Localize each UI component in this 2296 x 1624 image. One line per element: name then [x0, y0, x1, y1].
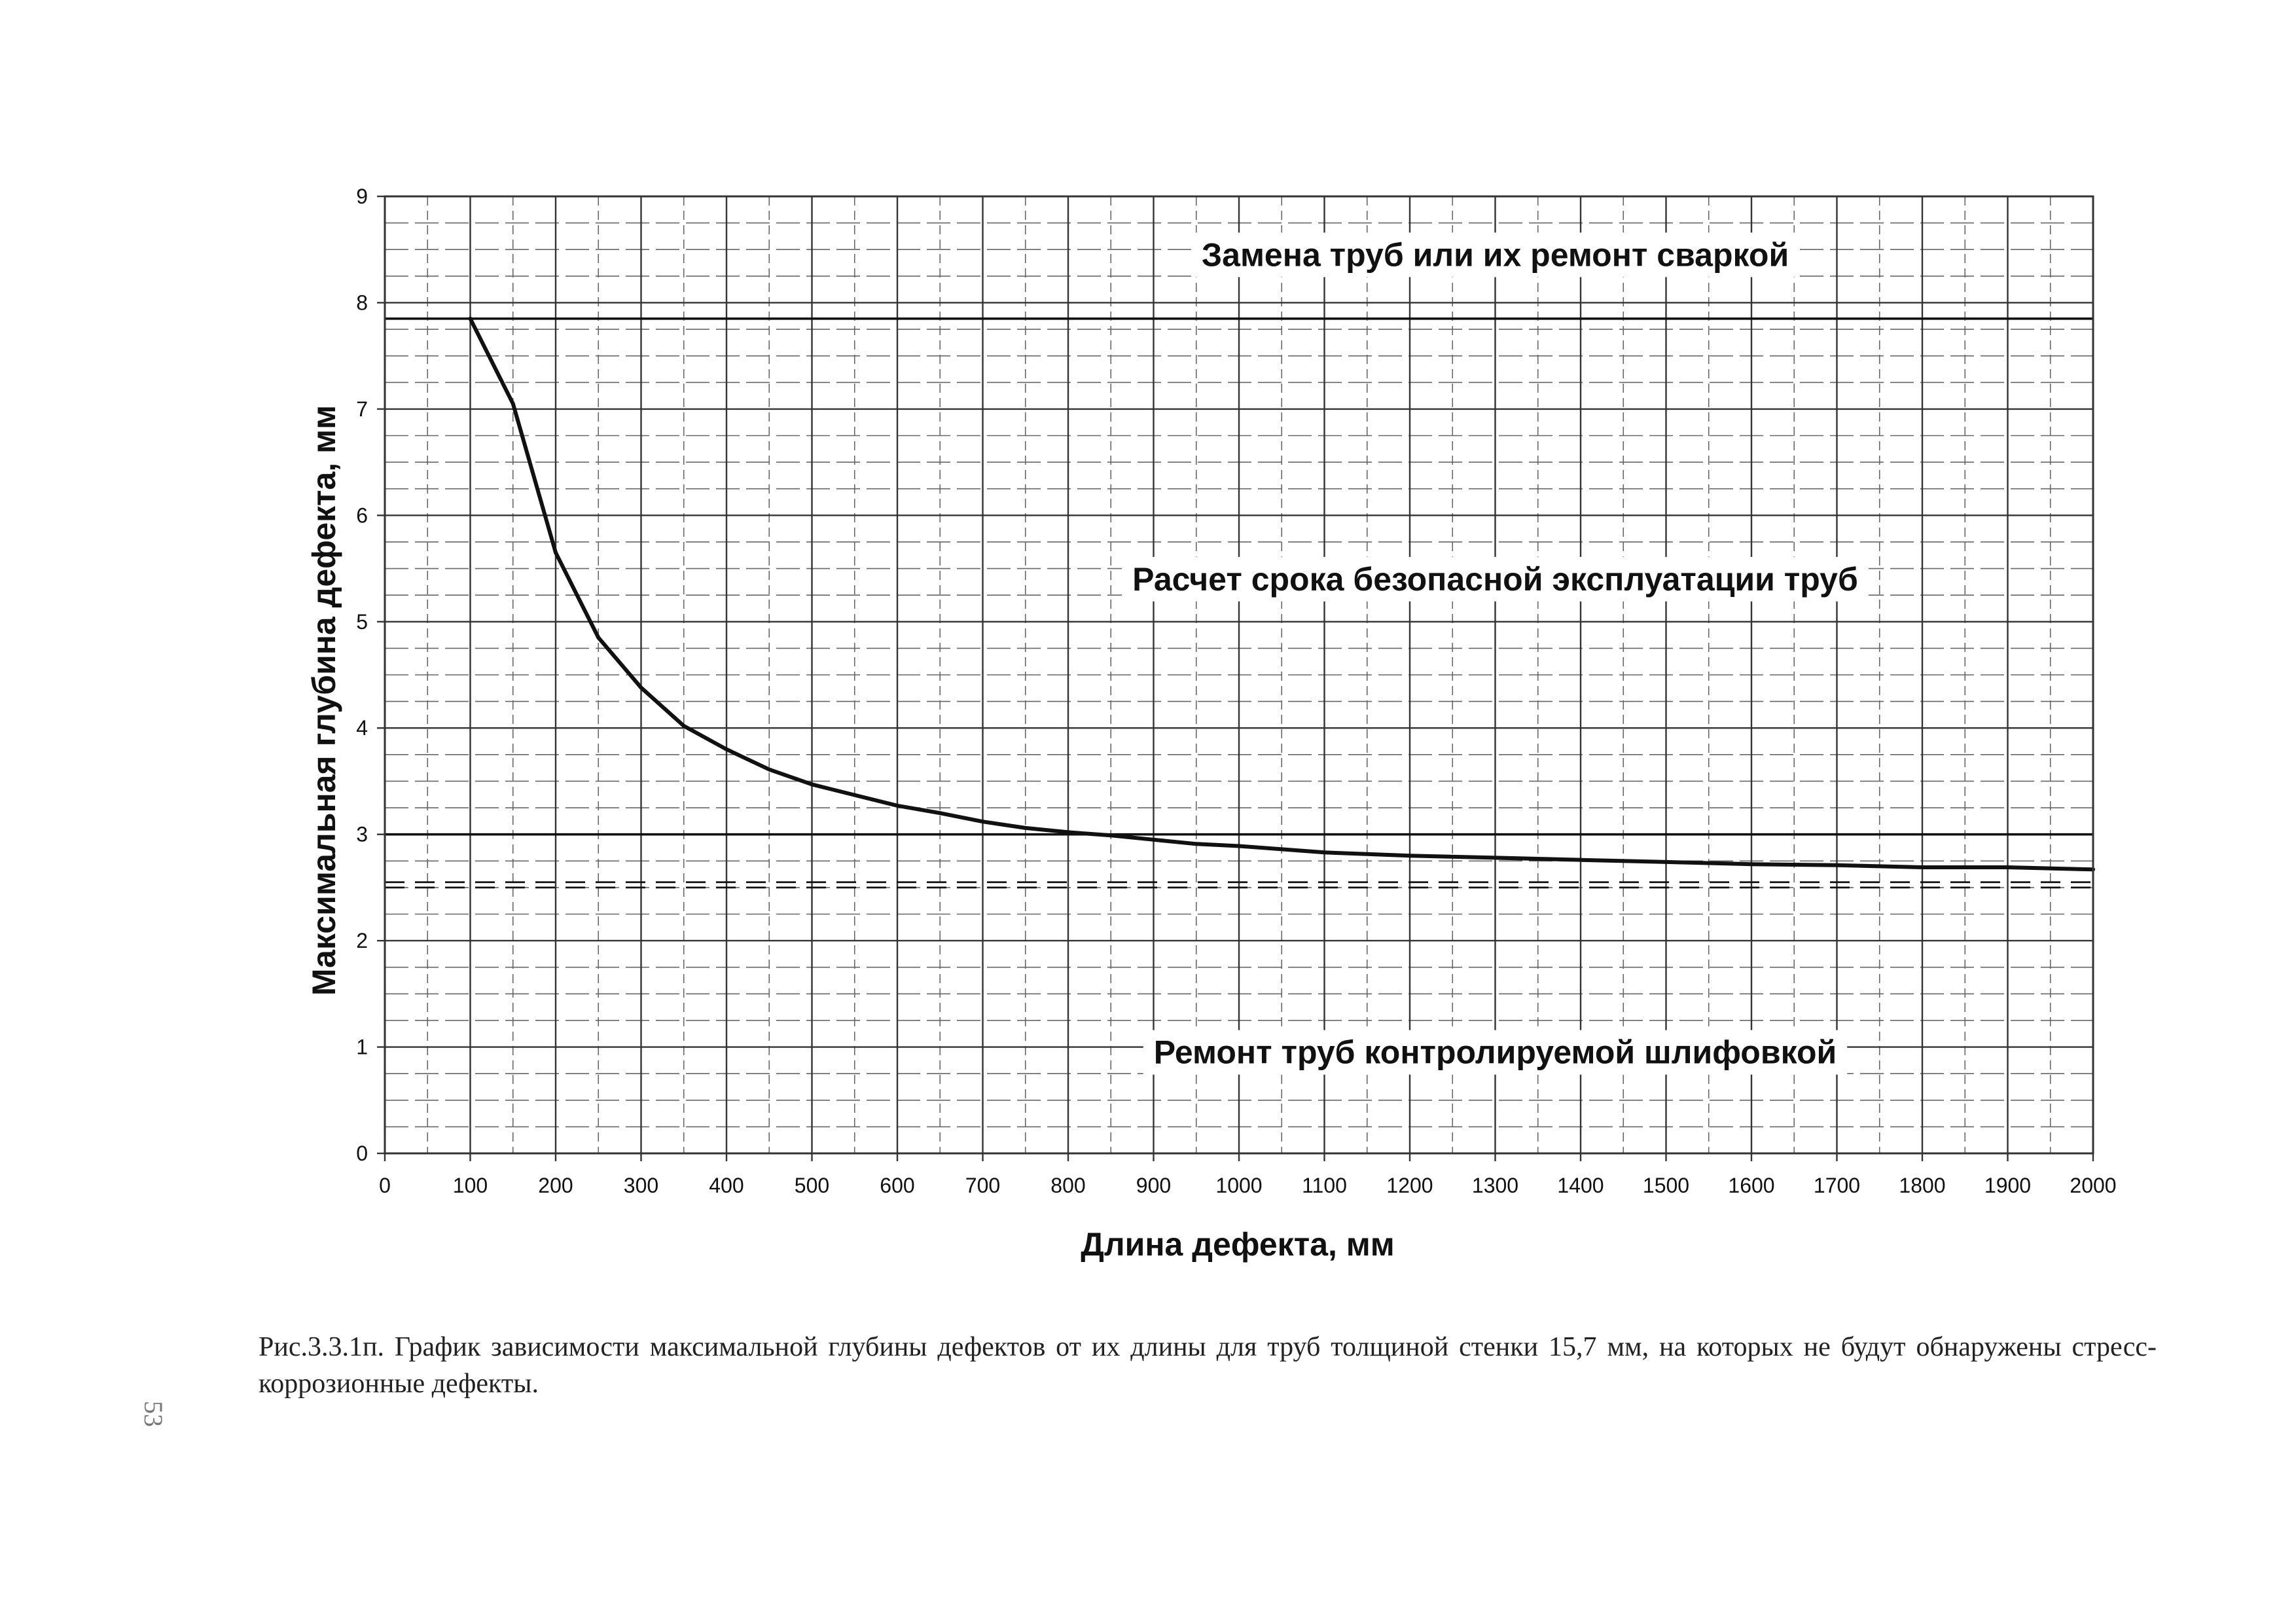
series-point: [1066, 830, 1070, 835]
x-axis-label: Длина дефекта, мм: [1081, 1226, 1395, 1263]
x-tick-label: 800: [1050, 1174, 1085, 1197]
series-point: [1023, 825, 1028, 830]
x-tick-label: 1400: [1557, 1174, 1604, 1197]
series-point: [596, 636, 601, 640]
series-layer: [468, 316, 2095, 872]
series-point: [725, 747, 728, 751]
series-point: [468, 316, 473, 321]
x-tick-label: 700: [965, 1174, 1000, 1197]
series-point: [938, 811, 942, 816]
annotations: Замена труб или их ремонт сваркой Расчет …: [1132, 236, 1858, 1070]
axes: [377, 195, 2094, 1161]
series-point: [1151, 837, 1156, 842]
x-tick-labels: 0 100 200 300 400 500 600 700 800 900 1000 1100 1200…: [379, 1174, 2116, 1197]
series-point: [2005, 865, 2010, 870]
x-tick-label: 500: [795, 1174, 829, 1197]
series-point: [1109, 833, 1113, 838]
series-point: [852, 793, 857, 797]
annotation-background: [1191, 232, 1800, 278]
x-tick-label: 2000: [2070, 1174, 2116, 1197]
series-point: [1237, 844, 1241, 848]
series-point: [767, 767, 772, 772]
x-tick-label: 1300: [1472, 1174, 1518, 1197]
series-point: [980, 820, 985, 824]
reference-lines: [385, 317, 2093, 889]
annotation-background: [1143, 1030, 1848, 1075]
y-tick-label: 7: [356, 397, 368, 421]
y-tick-label: 3: [356, 823, 368, 846]
x-tick-label: 400: [709, 1174, 744, 1197]
page-number: 53: [139, 1401, 168, 1427]
series-point: [681, 723, 686, 728]
y-tick-label: 6: [356, 503, 368, 527]
x-tick-label: 0: [379, 1174, 391, 1197]
series-point: [810, 782, 814, 787]
series-point: [1408, 854, 1412, 858]
x-tick-label: 900: [1136, 1174, 1171, 1197]
annotation-background: [1122, 556, 1869, 602]
y-tick-label: 2: [356, 929, 368, 952]
series-point: [1322, 850, 1327, 855]
x-tick-label: 1900: [1984, 1174, 2031, 1197]
y-tick-label: 5: [356, 610, 368, 634]
major-grid: [385, 196, 2093, 1153]
x-tick-label: 1000: [1215, 1174, 1262, 1197]
series-point: [554, 550, 558, 555]
series-point: [511, 401, 515, 406]
x-tick-label: 100: [453, 1174, 488, 1197]
y-tick-label: 9: [356, 185, 368, 208]
y-tick-label: 0: [356, 1142, 368, 1165]
y-tick-label: 8: [356, 291, 368, 314]
annotation-label: Замена труб или их ремонт сваркой: [1202, 236, 1789, 273]
series-point: [1749, 862, 1753, 867]
x-tick-label: 600: [880, 1174, 914, 1197]
y-tick-label: 1: [356, 1036, 368, 1059]
series-point: [1664, 859, 1668, 864]
series-point: [895, 803, 899, 808]
annotation-label: Расчет срока безопасной эксплуатации тру…: [1132, 561, 1858, 598]
series-point: [1493, 856, 1498, 860]
x-tick-label: 200: [538, 1174, 573, 1197]
x-tick-label: 1100: [1302, 1174, 1347, 1197]
y-tick-labels: 0 1 2 3 4 5 6 7 8 9: [356, 185, 368, 1165]
series-point: [1579, 857, 1583, 862]
x-tick-label: 1200: [1386, 1174, 1433, 1197]
series-point: [1194, 842, 1198, 846]
y-tick-label: 4: [356, 716, 368, 740]
annotation-backgrounds: [1122, 232, 1869, 1075]
x-tick-label: 1800: [1899, 1174, 1945, 1197]
x-tick-label: 1600: [1728, 1174, 1774, 1197]
x-tick-label: 1700: [1814, 1174, 1860, 1197]
annotation-label: Ремонт труб контролируемой шлифовкой: [1154, 1034, 1837, 1071]
x-tick-label: 300: [624, 1174, 658, 1197]
y-axis-label: Максимальная глубина дефекта, мм: [306, 405, 342, 996]
series-point: [1920, 865, 1924, 870]
figure-caption: Рис.3.3.1п. График зависимости максималь…: [259, 1332, 2157, 1399]
series-point: [639, 685, 643, 690]
x-tick-label: 1500: [1643, 1174, 1689, 1197]
series-point: [1835, 863, 1839, 867]
